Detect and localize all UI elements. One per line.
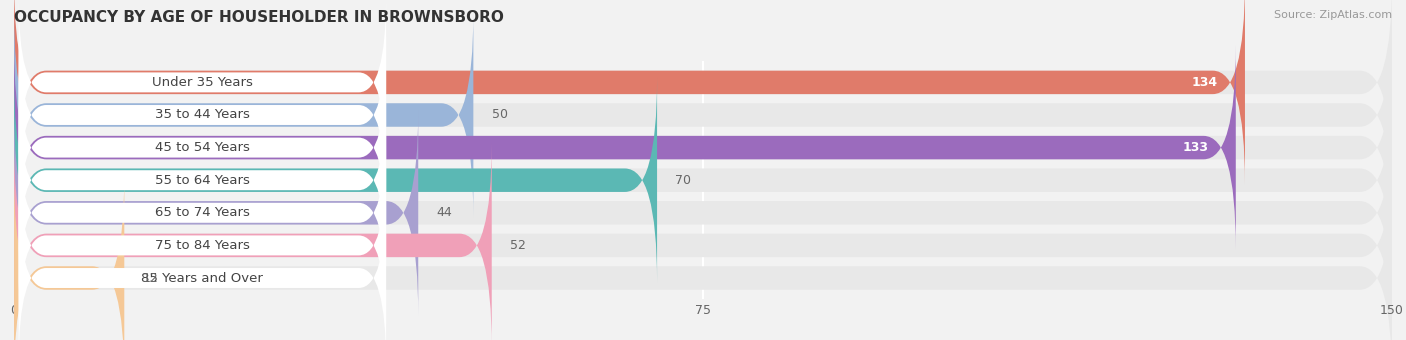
Text: 44: 44 [437,206,453,219]
Text: Source: ZipAtlas.com: Source: ZipAtlas.com [1274,10,1392,20]
Text: 134: 134 [1191,76,1218,89]
FancyBboxPatch shape [14,13,474,217]
FancyBboxPatch shape [18,93,387,267]
FancyBboxPatch shape [18,191,387,340]
FancyBboxPatch shape [14,143,492,340]
FancyBboxPatch shape [14,45,1236,250]
FancyBboxPatch shape [14,45,1392,250]
Text: 75 to 84 Years: 75 to 84 Years [155,239,250,252]
Text: 12: 12 [142,272,159,285]
Text: Under 35 Years: Under 35 Years [152,76,253,89]
FancyBboxPatch shape [14,13,1392,217]
FancyBboxPatch shape [14,176,124,340]
Text: OCCUPANCY BY AGE OF HOUSEHOLDER IN BROWNSBORO: OCCUPANCY BY AGE OF HOUSEHOLDER IN BROWN… [14,10,503,25]
FancyBboxPatch shape [18,158,387,333]
FancyBboxPatch shape [14,110,1392,315]
Text: 55 to 64 Years: 55 to 64 Years [155,174,250,187]
Text: 70: 70 [675,174,692,187]
Text: 45 to 54 Years: 45 to 54 Years [155,141,250,154]
Text: 52: 52 [510,239,526,252]
Text: 35 to 44 Years: 35 to 44 Years [155,108,250,121]
FancyBboxPatch shape [18,126,387,300]
FancyBboxPatch shape [18,61,387,235]
FancyBboxPatch shape [14,110,418,315]
FancyBboxPatch shape [18,0,387,169]
Text: 65 to 74 Years: 65 to 74 Years [155,206,250,219]
FancyBboxPatch shape [14,176,1392,340]
FancyBboxPatch shape [14,143,1392,340]
FancyBboxPatch shape [18,28,387,202]
FancyBboxPatch shape [14,0,1392,185]
Text: 133: 133 [1182,141,1208,154]
Text: 85 Years and Over: 85 Years and Over [142,272,263,285]
FancyBboxPatch shape [14,78,657,283]
FancyBboxPatch shape [14,0,1244,185]
FancyBboxPatch shape [14,78,1392,283]
Text: 50: 50 [492,108,508,121]
